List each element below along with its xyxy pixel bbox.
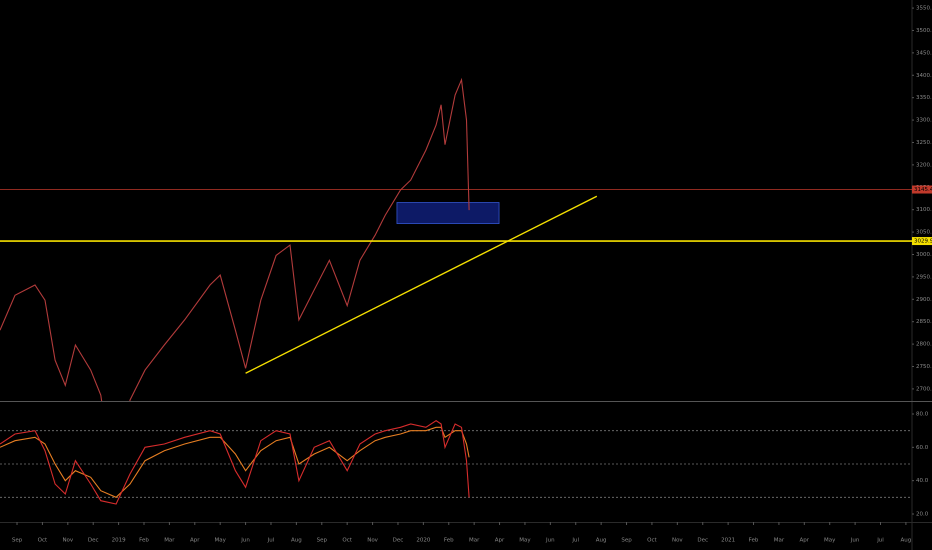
trend-line [245,195,598,374]
x-tick-label: Jul [876,538,884,544]
x-tick-label: Aug [596,538,607,544]
y-tick-label: 3050.0 [916,230,932,236]
price-label: 3029.9 [914,239,932,245]
zone-box [396,202,500,224]
price-label: 3145.4 [914,187,932,193]
x-tick-label: Feb [444,538,454,544]
x-tick-label: Nov [367,538,378,544]
x-tick-label: Mar [164,538,175,544]
y-tick-label: 3000.0 [916,252,932,258]
x-tick-label: Oct [647,538,657,544]
x-tick-label: Apr [190,538,200,544]
y-tick-label: 20.0 [916,512,929,518]
x-tick-label: 2019 [112,538,126,544]
y-tick-label: 3400.0 [916,73,932,79]
x-tick-label: Jun [545,538,555,544]
x-tick-label: Nov [672,538,683,544]
x-tick-label: May [824,538,836,544]
price-label-bg [912,237,932,246]
y-tick-label: 3100.0 [916,207,932,213]
y-tick-label: 2850.0 [916,319,932,325]
y-tick-label: 2800.0 [916,342,932,348]
x-tick-label: Feb [139,538,149,544]
x-tick-label: Aug [901,538,912,544]
x-tick-label: Sep [621,538,632,544]
x-tick-label: Oct [342,538,352,544]
x-tick-label: Jun [240,538,250,544]
y-tick-label: 2900.0 [916,297,932,303]
x-tick-label: Feb [749,538,759,544]
y-tick-label: 80.0 [916,412,929,418]
x-tick-label: Mar [469,538,480,544]
y-tick-label: 2700.0 [916,386,932,392]
y-tick-label: 3250.0 [916,140,932,146]
price-label-bg [912,185,932,194]
series-line [0,420,470,505]
y-tick-label: 60.0 [916,445,929,451]
x-tick-label: Jun [850,538,860,544]
x-tick-label: Apr [495,538,505,544]
y-tick-label: 2950.0 [916,274,932,280]
axes: 3550.0 3500.0 3450.0 3400.0 3350.0 3300.0 3250… [12,6,932,544]
x-tick-label: Oct [38,538,48,544]
price-pane [0,77,912,401]
x-tick-label: Sep [317,538,328,544]
y-tick-label: 3550.0 [916,6,932,12]
series-line [0,426,470,498]
series-line [0,77,470,401]
x-tick-label: 2021 [721,538,735,544]
x-tick-label: Apr [800,538,810,544]
x-tick-label: May [215,538,227,544]
x-tick-label: Jul [267,538,275,544]
x-tick-label: Mar [774,538,785,544]
x-tick-label: Aug [291,538,302,544]
y-tick-label: 3500.0 [916,28,932,34]
x-tick-label: Dec [697,538,708,544]
y-tick-label: 3200.0 [916,162,932,168]
y-tick-label: 3350.0 [916,95,932,101]
x-tick-label: Sep [12,538,23,544]
y-tick-label: 3450.0 [916,50,932,56]
x-tick-label: May [519,538,531,544]
y-tick-label: 40.0 [916,478,929,484]
x-tick-label: Nov [62,538,73,544]
y-tick-label: 3300.0 [916,118,932,124]
y-tick-label: 2750.0 [916,364,932,370]
x-tick-label: Dec [393,538,404,544]
x-tick-label: 2020 [416,538,430,544]
oscillator-pane [0,420,912,505]
x-tick-label: Jul [571,538,579,544]
x-tick-label: Dec [88,538,99,544]
